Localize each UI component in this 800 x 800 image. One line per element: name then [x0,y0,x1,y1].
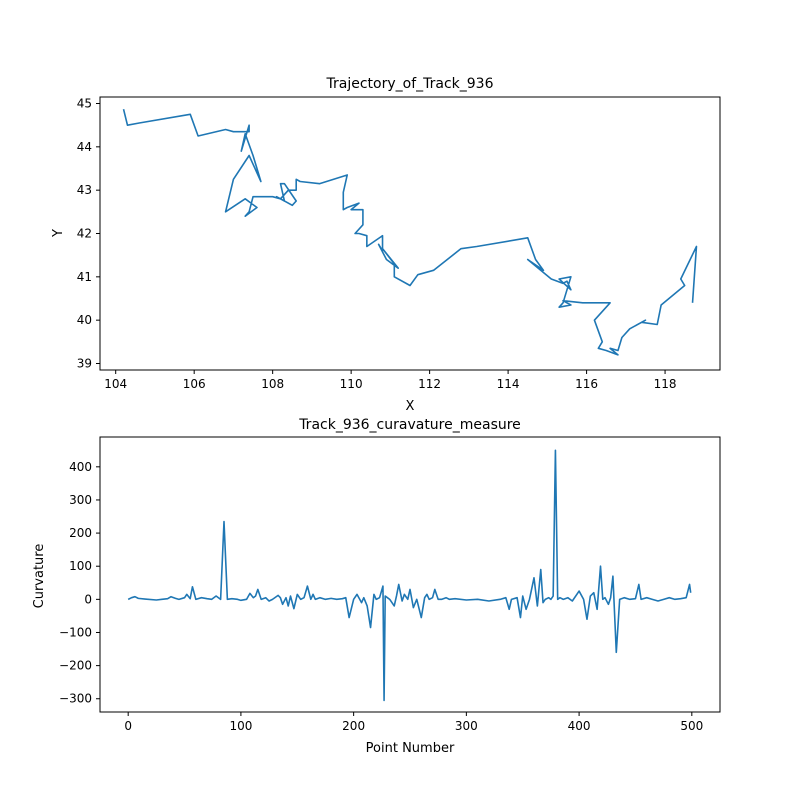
curvature-y-tick-label: 300 [69,493,92,507]
trajectory-y-tick-label: 43 [77,183,92,197]
curvature-y-tick-label: 100 [69,559,92,573]
trajectory-chart: Trajectory_of_Track_936 104 106 108 110 112 1… [51,76,721,414]
trajectory-x-tick-label: 106 [183,377,206,391]
trajectory-x-tick-label: 112 [418,377,441,391]
trajectory-x-tick-label: 110 [340,377,363,391]
curvature-title: Track_936_curavature_measure [298,417,521,433]
curvature-y-tick-label: −100 [59,625,92,639]
trajectory-y-tick-label: 44 [77,140,92,154]
curvature-x-tick-label: 100 [229,719,252,733]
curvature-y-tick-label: −300 [59,692,92,706]
trajectory-y-tick-label: 40 [77,313,92,327]
trajectory-x-axis-label: X [406,399,415,414]
trajectory-x-tick-label: 104 [104,377,127,391]
curvature-ticks: 0 100 200 300 400 500 −300 −200 −100 0 100 200 300 40… [59,460,703,733]
curvature-y-tick-label: 400 [69,460,92,474]
curvature-y-axis-label: Curvature [32,544,47,609]
curvature-x-tick-label: 0 [124,719,132,733]
trajectory-line [122,108,698,356]
curvature-x-tick-label: 400 [568,719,591,733]
trajectory-x-tick-label: 116 [575,377,598,391]
curvature-axes-frame [99,436,721,713]
trajectory-x-tick-label: 118 [654,377,677,391]
trajectory-title: Trajectory_of_Track_936 [326,76,494,92]
curvature-chart: Track_936_curavature_measure 0 100 200 300 4… [32,417,721,756]
curvature-x-tick-label: 500 [680,719,703,733]
curvature-y-tick-label: 200 [69,526,92,540]
curvature-line [127,449,692,702]
curvature-x-tick-label: 300 [455,719,478,733]
curvature-y-tick-label: −200 [59,659,92,673]
trajectory-ticks: 104 106 108 110 112 114 116 118 39 40 41 42 43 44 45 [77,97,677,392]
trajectory-x-tick-label: 108 [261,377,284,391]
trajectory-y-tick-label: 39 [77,357,92,371]
trajectory-y-tick-label: 42 [77,227,92,241]
curvature-x-tick-label: 200 [342,719,365,733]
trajectory-x-tick-label: 114 [497,377,520,391]
curvature-x-axis-label: Point Number [366,741,455,756]
trajectory-y-tick-label: 45 [77,97,92,111]
curvature-y-tick-label: 0 [84,592,92,606]
trajectory-axes-frame [99,96,721,371]
trajectory-y-tick-label: 41 [77,270,92,284]
trajectory-y-axis-label: Y [51,229,66,238]
